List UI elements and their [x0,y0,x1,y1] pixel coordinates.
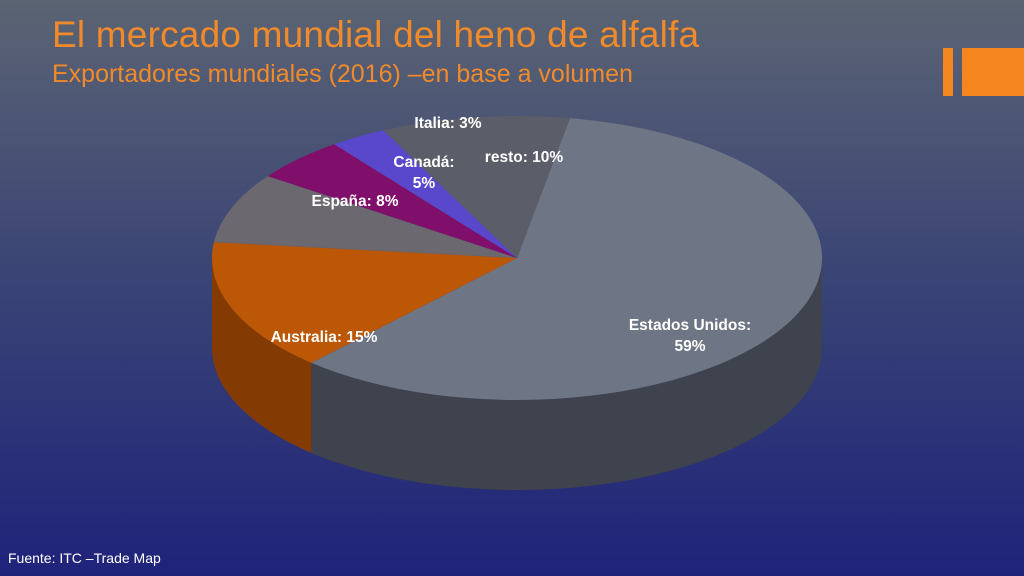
accent-bar-thin [943,48,953,96]
pie-side-australia [212,258,312,453]
pie-slice-espana [213,176,517,258]
slice-label-estados-unidos: Estados Unidos: 59% [629,317,751,355]
pie-slice-italia [334,130,517,258]
slide-title: El mercado mundial del heno de alfalfa [52,14,700,55]
slice-label-espana: España: 8% [311,193,398,210]
slice-label-italia: Italia: 3% [414,115,481,132]
slice-label-australia: Australia: 15% [271,329,378,346]
accent-bar-wide [962,48,1024,96]
source-note: Fuente: ITC –Trade Map [8,550,161,566]
pie-slice-australia [211,242,517,363]
slide-subtitle: Exportadores mundiales (2016) –en base a… [52,60,633,88]
pie-slice-resto [383,116,570,258]
pie-side-estados-unidos [311,258,822,490]
slice-label-canada: Canadá: 5% [393,154,454,192]
pie-slice-estados-unidos [311,118,822,401]
pie-slice-canada [267,144,517,258]
slice-label-resto: resto: 10% [485,149,564,166]
